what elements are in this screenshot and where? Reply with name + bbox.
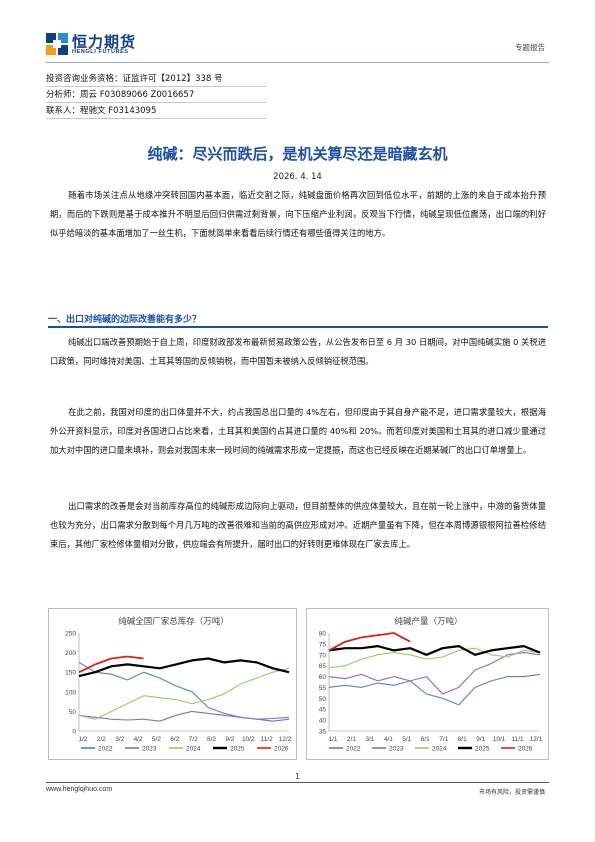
section-1-title: 一、出口对纯碱的边际改善能有多少？ bbox=[48, 315, 202, 325]
chart-title: 纯碱产量（万吨） bbox=[394, 616, 462, 627]
x-tick-label: 10/1 bbox=[493, 736, 506, 743]
license-line: 投资咨询业务资格：证监许可【2012】338 号 bbox=[46, 71, 266, 87]
x-tick-label: 11/1 bbox=[511, 736, 524, 743]
x-tick-label: 7/1 bbox=[439, 736, 448, 743]
company-logo: 恒力期货 HENGLI FUTURES bbox=[46, 33, 166, 57]
legend-label-2024: 2024 bbox=[186, 746, 201, 753]
section-1-underline bbox=[48, 326, 548, 328]
y-tick-label: 0 bbox=[72, 729, 76, 736]
x-tick-label: 11/2 bbox=[261, 736, 274, 743]
x-tick-label: 7/2 bbox=[189, 736, 198, 743]
series-line-2025 bbox=[328, 644, 541, 656]
series-line-2026 bbox=[78, 655, 144, 674]
x-tick-label: 3/2 bbox=[115, 736, 124, 743]
inventory-chart-svg: 纯碱全国厂家总库存（万吨） 0 50 100 150 200 250 1/2 2/2 3/2 4/2… bbox=[65, 616, 292, 753]
series-line-2024 bbox=[78, 667, 290, 720]
contact-line: 联系人：程驰文 F03143095 bbox=[46, 103, 266, 119]
footer-divider bbox=[46, 782, 549, 783]
y-tick-label: 55 bbox=[319, 685, 327, 692]
x-tick-label: 4/1 bbox=[384, 736, 393, 743]
legend-label-2022: 2022 bbox=[346, 746, 361, 753]
paragraph-3-text: 出口需求的改善是会对当前库存高位的纯碱形成边际向上驱动，但目前整体的供应体量较大… bbox=[50, 501, 546, 549]
chart-title: 纯碱全国厂家总库存（万吨） bbox=[118, 616, 229, 627]
report-title: 纯碱：尽兴而跌后，是机关算尽还是暗藏玄机 bbox=[147, 145, 448, 163]
y-tick-label: 100 bbox=[65, 689, 76, 696]
analyst-info-block: 投资咨询业务资格：证监许可【2012】338 号 分析师：周云 F0308906… bbox=[46, 71, 266, 119]
y-tick-label: 65 bbox=[319, 663, 327, 670]
y-tick-label: 250 bbox=[65, 631, 76, 638]
section-1-paragraph-2: 在此之前，我国对印度的出口体量并不大，约占我国总出口量的 4%左右，但印度由于其… bbox=[50, 403, 546, 459]
footer-disclaimer: 市场有风险，投资需谨慎 bbox=[478, 789, 545, 796]
header-divider bbox=[46, 62, 549, 63]
legend-label-2022: 2022 bbox=[98, 746, 113, 753]
x-tick-label: 12/2 bbox=[279, 736, 292, 743]
x-tick-label: 6/2 bbox=[170, 736, 179, 743]
x-tick-label: 2/1 bbox=[347, 736, 356, 743]
x-tick-label: 5/2 bbox=[152, 736, 161, 743]
section-1-paragraph-3: 出口需求的改善是会对当前库存高位的纯碱形成边际向上驱动，但目前整体的供应体量较大… bbox=[50, 497, 546, 553]
logo-mark-icon bbox=[46, 33, 68, 55]
report-type-label: 专题报告 bbox=[515, 43, 545, 52]
logo-english-name: HENGLI FUTURES bbox=[72, 49, 129, 55]
x-tick-label: 1/2 bbox=[78, 736, 87, 743]
y-tick-label: 70 bbox=[319, 652, 327, 659]
x-tick-label: 1/1 bbox=[328, 736, 337, 743]
logo-chinese-name: 恒力期货 bbox=[72, 33, 137, 51]
legend-label-2026: 2026 bbox=[274, 746, 289, 753]
output-chart-svg: 纯碱产量（万吨） 35 40 45 50 55 60 65 70 75 80 1/1 2/1 3/1 4/1… bbox=[319, 616, 543, 753]
x-tick-label: 8/2 bbox=[207, 736, 216, 743]
x-tick-label: 6/1 bbox=[421, 736, 430, 743]
x-tick-label: 2/2 bbox=[97, 736, 106, 743]
section-1-heading: 一、出口对纯碱的边际改善能有多少？ bbox=[48, 310, 548, 328]
y-tick-label: 80 bbox=[319, 631, 327, 638]
series-line-2022 bbox=[328, 673, 541, 706]
report-date: 2026. 4. 14 bbox=[273, 172, 322, 182]
x-tick-label: 5/1 bbox=[402, 736, 411, 743]
legend-label-2023: 2023 bbox=[142, 746, 157, 753]
output-chart: 纯碱产量（万吨） 35 40 45 50 55 60 65 70 75 80 1/1 2/1 3/1 4/1… bbox=[306, 608, 549, 760]
y-tick-label: 35 bbox=[319, 729, 327, 736]
x-tick-label: 3/1 bbox=[365, 736, 374, 743]
y-tick-label: 150 bbox=[65, 670, 76, 677]
legend-label-2025: 2025 bbox=[230, 746, 245, 753]
y-tick-label: 60 bbox=[319, 674, 327, 681]
legend-label-2025: 2025 bbox=[475, 746, 490, 753]
x-tick-label: 9/2 bbox=[225, 736, 234, 743]
page-header: 恒力期货 HENGLI FUTURES 专题报告 bbox=[0, 0, 595, 63]
x-tick-label: 8/1 bbox=[458, 736, 467, 743]
legend-label-2024: 2024 bbox=[432, 746, 447, 753]
intro-paragraph: 随着市场关注点从地缘冲突转回国内基本面，临近交割之际，纯碱盘面价格再次回到低位水… bbox=[50, 186, 546, 242]
paragraph-2-text: 在此之前，我国对印度的出口体量并不大，约占我国总出口量的 4%左右，但印度由于其… bbox=[50, 407, 546, 455]
series-line-2024 bbox=[328, 647, 541, 669]
y-tick-label: 50 bbox=[69, 709, 77, 716]
y-tick-label: 200 bbox=[65, 650, 76, 657]
page-number: 1 bbox=[295, 772, 300, 781]
footer-website[interactable]: www.henglqihuo.com bbox=[46, 786, 113, 793]
x-tick-label: 9/1 bbox=[476, 736, 485, 743]
y-tick-label: 50 bbox=[319, 696, 327, 703]
series-line-2026 bbox=[328, 632, 411, 652]
y-tick-label: 40 bbox=[319, 718, 327, 725]
y-tick-label: 45 bbox=[319, 707, 327, 714]
x-tick-label: 4/2 bbox=[134, 736, 143, 743]
paragraph-1-text: 纯碱出口端改善预期始于自上周，印度财政部发布最新贸易政策公告，从公告发布日至 6… bbox=[50, 337, 546, 366]
section-1-paragraph-1: 纯碱出口端改善预期始于自上周，印度财政部发布最新贸易政策公告，从公告发布日至 6… bbox=[50, 333, 546, 371]
legend-label-2023: 2023 bbox=[389, 746, 404, 753]
series-line-2023 bbox=[78, 710, 290, 722]
legend-label-2026: 2026 bbox=[518, 746, 533, 753]
y-tick-label: 75 bbox=[319, 641, 327, 648]
series-line-2025 bbox=[78, 657, 290, 678]
x-tick-label: 12/1 bbox=[530, 736, 543, 743]
analyst-line: 分析师：周云 F03089066 Z0016657 bbox=[46, 87, 266, 103]
x-tick-label: 10/2 bbox=[242, 736, 255, 743]
inventory-chart: 纯碱全国厂家总库存（万吨） 0 50 100 150 200 250 1/2 2/2 3/2 4/2… bbox=[48, 608, 297, 760]
intro-text: 随着市场关注点从地缘冲突转回国内基本面，临近交割之际，纯碱盘面价格再次回到低位水… bbox=[50, 190, 546, 238]
